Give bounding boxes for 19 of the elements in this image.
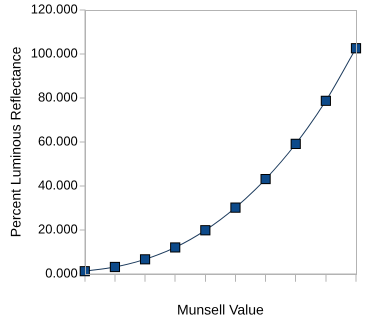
point xyxy=(320,96,331,106)
y-tick-label: 60.000 xyxy=(38,133,78,148)
point xyxy=(110,262,120,272)
y-tick-label: 80.000 xyxy=(38,90,78,105)
point xyxy=(170,242,180,253)
point xyxy=(290,138,301,149)
point xyxy=(350,43,362,54)
y-tick-label: 40.000 xyxy=(38,177,78,192)
point xyxy=(80,266,90,276)
point xyxy=(140,254,150,264)
y-tick-label: 0.000 xyxy=(45,265,78,280)
point xyxy=(200,225,210,236)
point xyxy=(230,202,241,213)
x-axis-title: Munsell Value xyxy=(176,301,264,318)
y-tick-label: 20.000 xyxy=(38,221,78,236)
y-axis-title: Percent Luminous Reflectance xyxy=(7,46,24,238)
y-tick-label: 120.000 xyxy=(30,2,78,17)
point xyxy=(260,174,271,184)
y-tick-label: 100.000 xyxy=(30,46,78,61)
